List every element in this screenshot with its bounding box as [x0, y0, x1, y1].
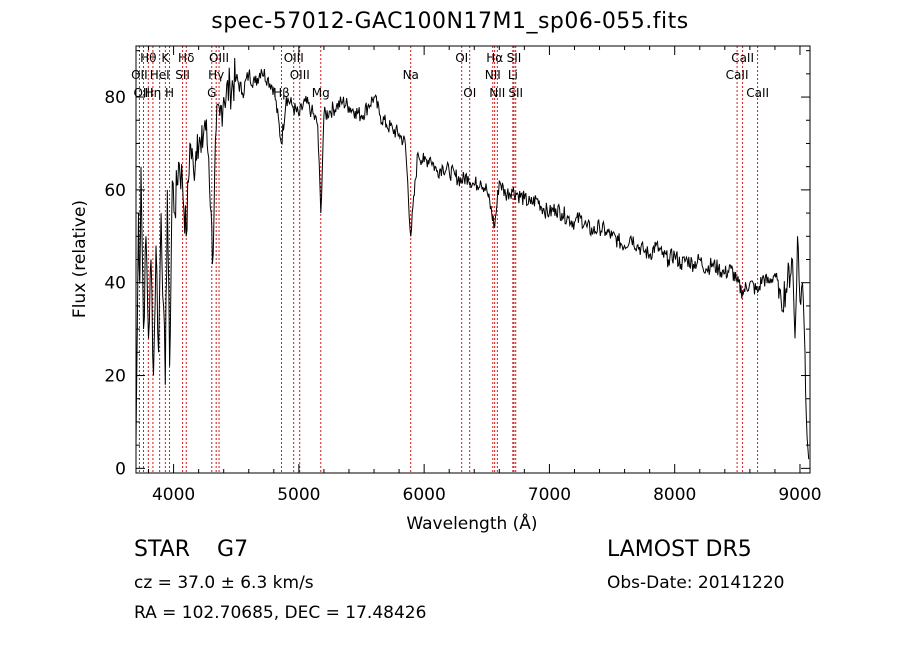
- line-label: SII: [508, 86, 523, 100]
- y-tick-label: 0: [115, 459, 126, 479]
- chart-title: spec-57012-GAC100N17M1_sp06-055.fits: [211, 9, 689, 34]
- y-tick-label: 40: [104, 274, 126, 294]
- x-tick-label: 4000: [152, 485, 195, 505]
- x-tick-label: 5000: [277, 485, 320, 505]
- line-label: Li: [508, 68, 518, 82]
- line-label: Hγ: [208, 68, 224, 82]
- line-label: OI: [463, 86, 476, 100]
- y-axis-label: Flux (relative): [70, 200, 90, 318]
- line-label: Hη: [145, 86, 162, 100]
- line-label: Mg: [312, 86, 330, 100]
- line-label: Hδ: [178, 51, 194, 65]
- redshift-readout: cz = 37.0 ± 6.3 km/s: [134, 573, 314, 593]
- y-tick-label: 60: [104, 181, 126, 201]
- line-label: SII: [175, 68, 190, 82]
- line-label: OIII: [209, 51, 229, 65]
- spectrum-series: [135, 57, 810, 460]
- line-label: CaII: [731, 51, 754, 65]
- line-label: CaII: [726, 68, 749, 82]
- spectral-line-markers: [138, 46, 759, 473]
- line-label: OIII: [133, 86, 153, 100]
- line-label: SII: [507, 51, 522, 65]
- line-label: OIII: [290, 68, 310, 82]
- line-label: CaII: [746, 86, 769, 100]
- coordinates-readout: RA = 102.70685, DEC = 17.48426: [134, 603, 427, 623]
- line-label: NII: [489, 86, 505, 100]
- x-axis-label: Wavelength (Å): [406, 512, 537, 534]
- line-label: NII: [485, 68, 501, 82]
- line-label: OI: [455, 51, 468, 65]
- x-tick-label: 8000: [653, 485, 696, 505]
- spectrum-line: [135, 57, 810, 460]
- line-label: OIII: [284, 51, 304, 65]
- line-label: H: [165, 86, 174, 100]
- line-label: K: [161, 51, 170, 65]
- x-tick-label: 9000: [778, 485, 821, 505]
- line-label: Hβ: [273, 86, 290, 100]
- x-tick-label: 7000: [528, 485, 571, 505]
- survey-name: LAMOST DR5: [607, 537, 752, 562]
- object-class: STAR G7: [134, 537, 249, 562]
- line-label: HeI: [150, 68, 170, 82]
- line-label: OII: [131, 68, 148, 82]
- axes: 4000 5000 6000 7000 8000 9000 0 20 40 60 80: [104, 46, 822, 505]
- x-tick-label: 6000: [403, 485, 446, 505]
- line-label: Hθ: [140, 51, 156, 65]
- y-tick-label: 80: [104, 88, 126, 108]
- line-label: G: [207, 86, 216, 100]
- line-label: Hα: [486, 51, 503, 65]
- plot-frame: [135, 45, 811, 474]
- y-tick-label: 20: [104, 367, 126, 387]
- line-label: Na: [403, 68, 419, 82]
- observation-date: Obs-Date: 20141220: [607, 573, 785, 593]
